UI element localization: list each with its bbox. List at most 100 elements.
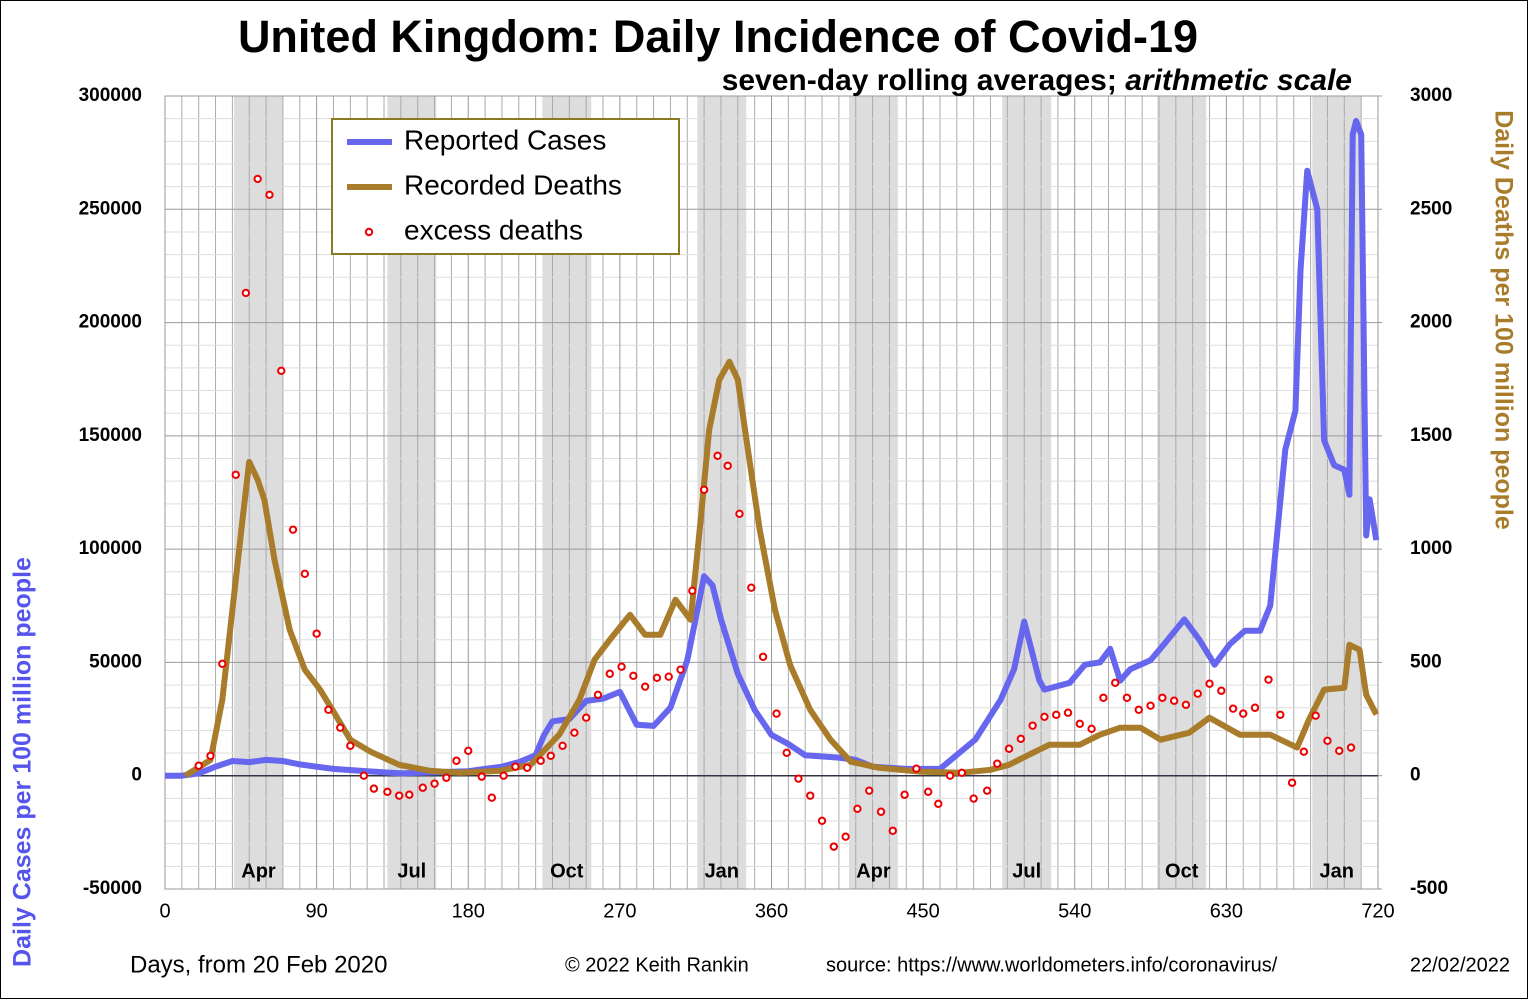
scatter-point [253, 174, 262, 184]
scatter-point [900, 790, 909, 799]
chart-title: United Kingdom: Daily Incidence of Covid… [238, 11, 1198, 62]
scatter-point [336, 723, 345, 732]
scatter-point [1276, 710, 1285, 719]
credit: © 2022 Keith Rankin [565, 954, 749, 976]
scatter-point [676, 665, 685, 674]
scatter-point [1181, 700, 1191, 709]
y-tick-label: 250000 [79, 198, 142, 219]
scatter-point [640, 682, 650, 691]
legend-label: Recorded Deaths [404, 169, 622, 200]
y-tick-label: 100000 [79, 538, 142, 559]
band-label: Jan [1319, 860, 1353, 882]
y2-tick-label: 2000 [1410, 312, 1452, 333]
scatter-point [300, 569, 310, 579]
month-band [1002, 96, 1052, 889]
scatter-point [758, 652, 768, 661]
scatter-point [1099, 693, 1108, 702]
scatter-point [1264, 675, 1273, 684]
scatter-point [288, 525, 298, 534]
scatter-point [699, 485, 709, 494]
scatter-point [1193, 689, 1202, 698]
x-tick-label: 720 [1361, 900, 1394, 922]
scatter-point [723, 461, 732, 470]
y-tick-label: 200000 [79, 312, 142, 333]
scatter-point [853, 804, 862, 813]
scatter-point [581, 713, 591, 722]
scatter-point [806, 791, 815, 800]
scatter-point [464, 746, 473, 755]
scatter-point [1323, 736, 1332, 746]
scatter-point [713, 451, 722, 460]
scatter-point [1087, 724, 1096, 734]
scatter-point [324, 705, 333, 714]
legend-label: Reported Cases [404, 124, 606, 155]
scatter-point [829, 842, 839, 851]
scatter-point [923, 787, 933, 797]
x-tick-label: 180 [452, 900, 485, 922]
scatter-point [888, 826, 897, 835]
legend-label: excess deaths [404, 214, 583, 245]
scatter-point [265, 190, 274, 199]
y-tick-label: 0 [131, 765, 142, 786]
x-tick-label: 90 [306, 900, 328, 922]
x-axis-label: Days, from 20 Feb 2020 [130, 951, 387, 978]
scatter-point [969, 794, 978, 803]
month-band [234, 96, 283, 889]
legend-marker [364, 227, 374, 237]
scatter-point [1346, 743, 1356, 752]
scatter-point [487, 793, 497, 802]
scatter-point [1052, 710, 1061, 719]
scatter-point [194, 761, 203, 770]
x-tick-label: 270 [603, 900, 636, 922]
scatter-point [934, 799, 943, 809]
band-label: Apr [856, 860, 891, 882]
band-label: Oct [1165, 860, 1199, 882]
scatter-point [1134, 705, 1143, 714]
scatter-point [747, 583, 756, 592]
scatter-point [629, 671, 638, 680]
scatter-point [511, 762, 520, 771]
scatter-point [1040, 712, 1049, 722]
y-tick-label: 300000 [79, 85, 142, 106]
y2-tick-label: 1000 [1410, 538, 1452, 559]
scatter-point [442, 773, 451, 782]
scatter-point [241, 288, 251, 298]
scatter-point [664, 672, 673, 681]
scatter-point [231, 470, 240, 480]
scatter-point [452, 756, 461, 765]
x-tick-label: 360 [755, 900, 788, 922]
source: source: https://www.worldometers.info/co… [826, 954, 1278, 976]
scatter-point [1063, 708, 1073, 717]
series-line [183, 358, 1379, 779]
scatter-point [1205, 679, 1214, 688]
scatter-point [1028, 721, 1037, 730]
scatter-point [346, 741, 355, 751]
scatter-point [523, 763, 532, 772]
scatter-point [1110, 678, 1120, 688]
scatter-point [1335, 746, 1344, 755]
scatter-point [570, 728, 579, 737]
y2-tick-label: 3000 [1410, 85, 1452, 106]
y2-tick-label: -500 [1410, 878, 1448, 899]
y2-tick-label: 1500 [1410, 425, 1452, 446]
scatter-point [993, 759, 1002, 768]
x-tick-label: 540 [1058, 900, 1091, 922]
scatter-point [982, 786, 992, 795]
band-label: Jan [705, 860, 739, 882]
x-tick-label: 630 [1210, 900, 1243, 922]
subtitle-text: seven-day rolling averages; [722, 64, 1117, 97]
scatter-point [605, 669, 614, 678]
y-axis-label: Daily Cases per 100 million people [9, 557, 37, 967]
x-tick-label: 450 [906, 900, 939, 922]
month-band [1157, 96, 1207, 889]
y-tick-label: 50000 [89, 651, 142, 672]
x-tick-label: 0 [159, 900, 170, 922]
y2-tick-label: 2500 [1410, 198, 1452, 219]
scatter-point [359, 771, 368, 780]
date: 22/02/2022 [1410, 954, 1510, 976]
band-label: Apr [241, 860, 276, 882]
band-label: Jul [1012, 860, 1041, 882]
scatter-point [558, 741, 567, 751]
scatter-point [312, 629, 321, 638]
